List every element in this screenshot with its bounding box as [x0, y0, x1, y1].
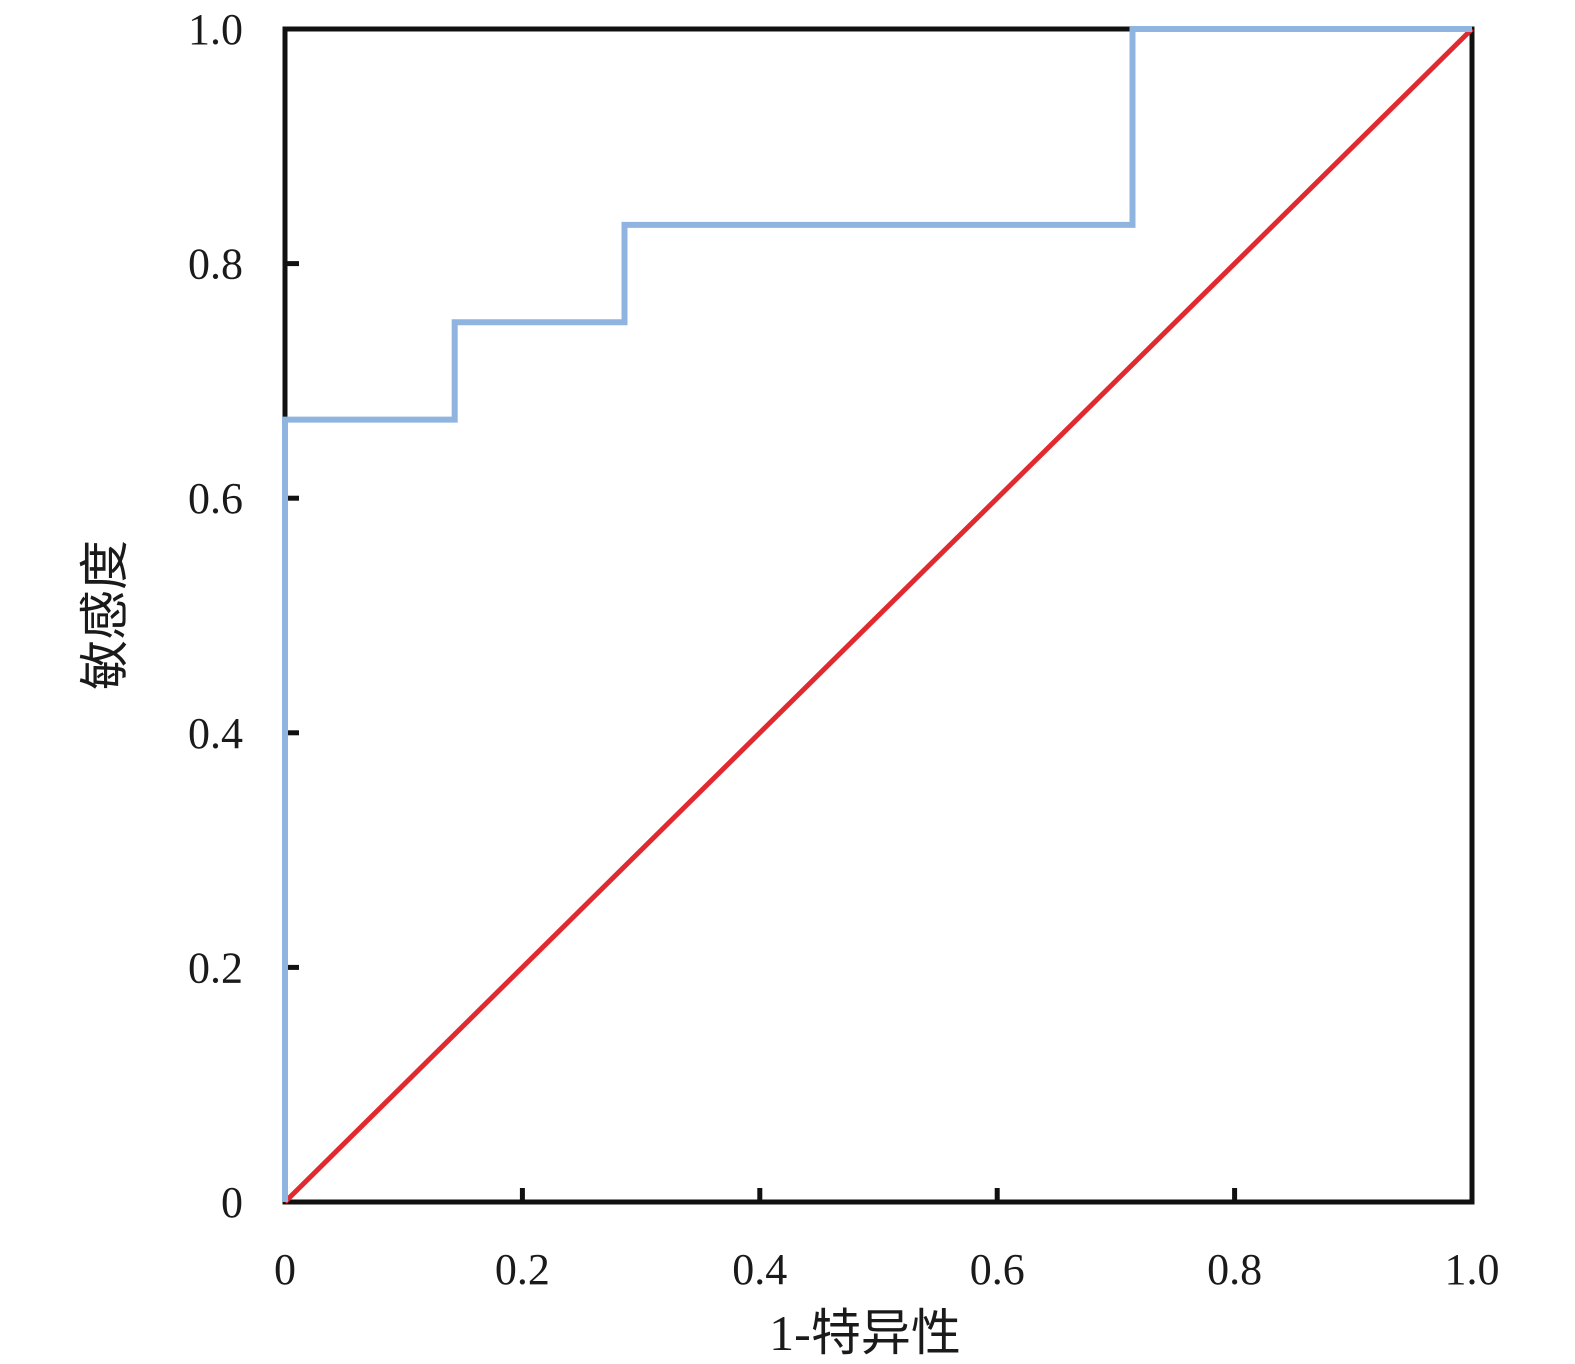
x-tick-label: 0.6 — [970, 1245, 1025, 1294]
y-tick-label: 0 — [221, 1178, 243, 1227]
reference-diagonal-line — [283, 27, 1474, 1204]
roc-step-curve — [282, 26, 1472, 1202]
y-tick-label: 0.4 — [188, 709, 243, 758]
x-axis-title: 1-特异性 — [769, 1305, 961, 1361]
x-tick-label: 0.2 — [495, 1245, 550, 1294]
x-tick-label: 0.8 — [1207, 1245, 1262, 1294]
labels-layer: 0 0.2 0.4 0.6 0.8 1.0 0 0.2 0.4 0.6 0.8 1.0 — [188, 5, 1500, 1294]
x-tick-label: 1.0 — [1445, 1245, 1500, 1294]
x-tick-label: 0 — [274, 1245, 296, 1294]
y-axis-title: 敏感度 — [77, 540, 133, 690]
y-tick-label: 0.6 — [188, 474, 243, 523]
y-tick-label: 0.8 — [188, 240, 243, 289]
y-tick-label: 1.0 — [188, 5, 243, 54]
y-tick-label: 0.2 — [188, 943, 243, 992]
series-layer — [282, 26, 1474, 1204]
x-tick-label: 0.4 — [732, 1245, 787, 1294]
